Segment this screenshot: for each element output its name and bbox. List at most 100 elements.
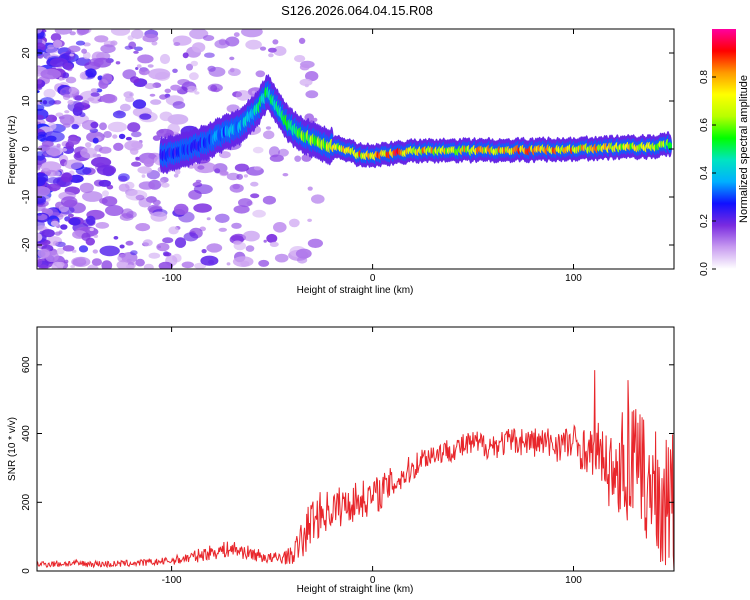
noise-blob xyxy=(75,166,92,175)
noise-blob xyxy=(101,93,116,103)
noise-blob xyxy=(56,247,65,255)
colorbar-tick-label: 0.6 xyxy=(699,118,710,132)
noise-blob xyxy=(252,209,266,218)
noise-blob xyxy=(173,203,189,215)
noise-blob xyxy=(226,262,231,266)
noise-blob xyxy=(37,186,51,197)
noise-blob xyxy=(252,146,264,154)
noise-blob xyxy=(304,113,315,122)
noise-blob xyxy=(75,40,86,46)
noise-blob xyxy=(136,64,142,68)
noise-blob xyxy=(135,194,145,201)
noise-blob xyxy=(263,130,275,140)
noise-blob xyxy=(95,154,102,158)
noise-blob xyxy=(118,183,130,192)
noise-blob xyxy=(58,77,63,81)
noise-blob xyxy=(233,240,242,245)
noise-blob xyxy=(79,112,86,118)
noise-blob xyxy=(68,174,84,183)
spectrogram-y-tick-label: 20 xyxy=(21,47,32,59)
noise-blob xyxy=(103,131,112,138)
noise-blob xyxy=(94,144,103,152)
noise-blob xyxy=(37,164,41,170)
noise-blob xyxy=(132,99,147,109)
noise-blob xyxy=(139,113,152,120)
spectrogram-x-tick-label: -100 xyxy=(162,273,182,284)
noise-blob xyxy=(159,179,165,185)
noise-blob xyxy=(121,208,134,219)
noise-blob xyxy=(142,34,159,43)
noise-blob xyxy=(125,136,132,141)
noise-blob xyxy=(131,161,142,167)
noise-blob xyxy=(274,253,289,263)
noise-blob xyxy=(311,194,325,204)
noise-blob xyxy=(37,212,42,216)
noise-blob xyxy=(37,90,40,94)
spectrogram-x-tick-label: 100 xyxy=(565,273,582,284)
noise-blob xyxy=(294,155,302,162)
noise-blob xyxy=(81,232,91,241)
noise-blob xyxy=(226,104,240,113)
snr-frame xyxy=(36,326,675,572)
noise-blob xyxy=(238,198,253,208)
spectrogram-x-label: Height of straight line (km) xyxy=(297,285,414,296)
noise-blob xyxy=(135,67,139,70)
colorbar-tick-label: 0.2 xyxy=(699,214,710,228)
noise-blob xyxy=(87,97,95,102)
noise-blob xyxy=(189,72,199,81)
noise-blob xyxy=(307,238,323,248)
noise-blob xyxy=(49,57,69,68)
noise-blob xyxy=(125,240,134,246)
noise-blob xyxy=(245,39,262,50)
noise-blob xyxy=(159,111,173,122)
noise-blob xyxy=(229,183,244,193)
noise-blob xyxy=(37,248,50,258)
noise-blob xyxy=(37,131,47,137)
noise-blob xyxy=(183,232,199,242)
noise-blob xyxy=(170,84,181,91)
noise-blob xyxy=(92,249,99,254)
noise-blob xyxy=(53,39,63,49)
noise-blob xyxy=(305,90,319,99)
noise-blob xyxy=(59,114,75,126)
noise-blob xyxy=(233,205,250,214)
noise-blob xyxy=(90,92,100,97)
snr-y-axis: 0 200 400 600 xyxy=(21,356,674,574)
noise-blob xyxy=(299,63,310,71)
noise-blob xyxy=(174,237,187,248)
noise-blob xyxy=(135,156,140,160)
noise-blob xyxy=(62,245,75,252)
noise-blob xyxy=(54,231,61,236)
noise-blob xyxy=(173,173,179,178)
noise-blob xyxy=(147,64,154,68)
noise-blob xyxy=(50,220,60,227)
noise-blob xyxy=(204,52,215,58)
noise-blob xyxy=(77,29,90,35)
noise-blob xyxy=(208,66,226,77)
noise-blob xyxy=(172,68,178,74)
noise-blob xyxy=(233,32,240,37)
noise-blob xyxy=(278,148,289,157)
noise-blob xyxy=(69,217,81,226)
noise-blob xyxy=(210,84,218,92)
spectrogram-y-tick-label: 10 xyxy=(21,95,32,107)
noise-blob xyxy=(268,47,277,53)
noise-blob xyxy=(85,142,92,148)
spectrogram-y-tick-label: -10 xyxy=(21,189,32,204)
noise-blob xyxy=(94,35,109,43)
noise-blob xyxy=(131,131,142,138)
noise-blob xyxy=(61,148,68,152)
noise-blob xyxy=(138,181,156,190)
noise-blob xyxy=(201,249,207,254)
noise-blob xyxy=(234,163,249,172)
noise-blob xyxy=(60,196,78,208)
noise-blob xyxy=(282,173,289,177)
noise-blob xyxy=(99,122,107,131)
noise-blob xyxy=(38,264,49,269)
noise-blob xyxy=(69,31,76,36)
noise-blob xyxy=(40,68,61,80)
noise-blob xyxy=(41,140,54,148)
noise-blob xyxy=(232,256,254,267)
noise-blob xyxy=(143,263,154,269)
